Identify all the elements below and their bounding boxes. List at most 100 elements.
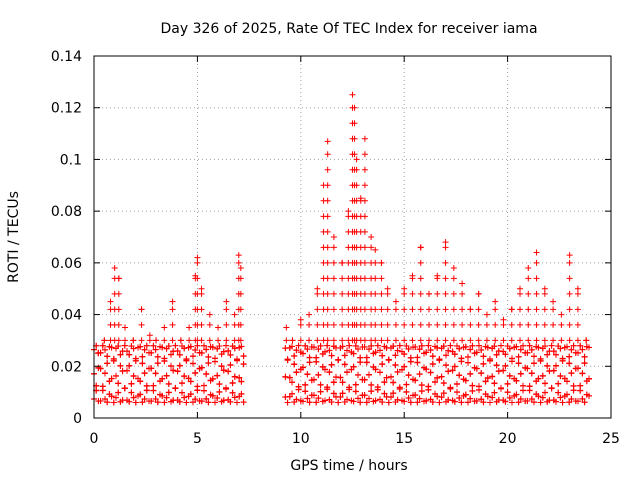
data-point xyxy=(407,399,414,406)
data-point xyxy=(284,356,291,363)
data-point xyxy=(409,321,416,328)
data-point xyxy=(330,275,337,282)
data-point xyxy=(502,362,509,369)
data-point xyxy=(198,337,205,344)
data-point xyxy=(212,399,218,406)
data-point xyxy=(467,337,474,344)
data-point xyxy=(324,384,331,391)
data-point xyxy=(115,380,122,387)
data-point xyxy=(399,366,405,373)
data-point xyxy=(170,367,177,374)
data-point xyxy=(451,398,458,405)
data-point xyxy=(566,353,573,360)
data-point xyxy=(283,324,290,331)
data-point xyxy=(491,343,498,350)
data-point xyxy=(187,378,194,385)
data-point xyxy=(426,337,433,344)
data-point xyxy=(352,342,359,349)
data-point xyxy=(104,360,111,367)
data-point xyxy=(99,342,106,349)
data-point xyxy=(361,166,368,173)
data-point xyxy=(183,399,190,406)
data-point xyxy=(187,390,194,397)
data-point xyxy=(154,359,161,366)
data-point xyxy=(198,398,205,405)
data-point xyxy=(194,275,201,282)
data-point xyxy=(372,366,379,373)
data-point xyxy=(104,353,111,360)
data-point xyxy=(138,321,145,328)
data-point xyxy=(223,321,230,328)
data-point xyxy=(544,363,551,370)
data-point xyxy=(361,135,368,142)
data-point xyxy=(353,156,360,163)
data-point xyxy=(295,342,302,349)
data-point xyxy=(550,367,557,374)
data-point xyxy=(313,399,320,406)
data-point xyxy=(417,275,424,282)
data-point xyxy=(209,344,216,351)
data-point xyxy=(566,252,573,259)
data-point xyxy=(426,290,433,297)
data-point xyxy=(350,363,357,370)
data-point xyxy=(203,346,210,353)
data-point xyxy=(286,374,293,381)
data-point xyxy=(450,337,457,344)
data-point xyxy=(289,337,296,344)
data-point xyxy=(412,343,419,350)
data-point xyxy=(531,360,537,367)
data-point xyxy=(237,265,244,272)
data-point xyxy=(190,353,196,360)
data-point xyxy=(314,321,321,328)
data-point xyxy=(427,369,434,376)
data-point xyxy=(317,382,324,389)
data-point xyxy=(517,285,524,292)
data-point xyxy=(409,337,416,344)
data-point xyxy=(361,275,368,282)
plot-frame xyxy=(93,55,612,419)
data-point xyxy=(541,337,548,344)
data-point xyxy=(564,378,570,385)
data-point xyxy=(509,355,515,362)
data-point xyxy=(132,357,139,364)
data-point xyxy=(384,285,391,292)
data-point xyxy=(417,290,424,297)
data-point xyxy=(186,337,193,344)
data-point xyxy=(138,306,145,313)
x-tick-labels: 0 5 10 15 20 25 xyxy=(90,431,620,447)
data-point xyxy=(570,387,577,394)
data-point xyxy=(392,337,399,344)
data-point xyxy=(324,275,331,282)
data-point xyxy=(417,259,424,266)
data-point xyxy=(526,387,533,394)
data-point xyxy=(366,346,372,353)
data-point xyxy=(440,389,447,396)
data-point xyxy=(317,388,324,395)
data-point xyxy=(174,368,181,375)
data-point xyxy=(172,342,179,349)
data-point xyxy=(478,346,485,353)
data-point xyxy=(579,370,586,377)
data-point xyxy=(378,290,385,297)
data-point xyxy=(390,343,397,350)
data-point xyxy=(203,395,210,402)
data-point xyxy=(491,389,498,396)
data-point xyxy=(165,389,172,396)
data-point xyxy=(357,399,364,406)
data-point xyxy=(550,337,557,344)
data-point xyxy=(150,387,157,394)
data-point xyxy=(351,104,358,111)
data-point xyxy=(459,337,466,344)
data-point xyxy=(473,397,480,404)
data-point xyxy=(541,285,548,292)
data-point xyxy=(237,321,244,328)
data-point xyxy=(458,399,465,406)
data-point xyxy=(541,306,548,313)
data-point xyxy=(390,390,397,397)
x-tick-label: 0 xyxy=(90,431,99,447)
data-point xyxy=(491,380,498,387)
data-point xyxy=(381,390,388,397)
data-point xyxy=(459,290,466,297)
data-point xyxy=(416,346,423,353)
data-point xyxy=(148,398,155,405)
